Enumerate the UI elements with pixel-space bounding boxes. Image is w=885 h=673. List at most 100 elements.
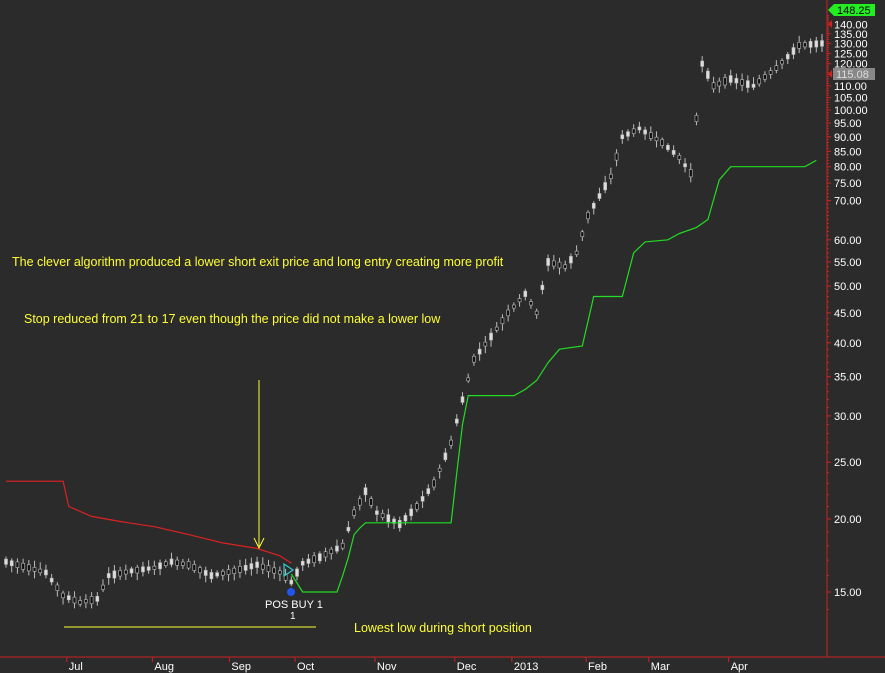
candle-body	[232, 567, 237, 574]
candle-body	[563, 264, 568, 269]
candle-body	[426, 488, 431, 494]
candle-body	[500, 317, 505, 325]
candle-body	[209, 572, 214, 580]
candle-body	[494, 326, 499, 331]
signal-count: 1	[290, 611, 296, 622]
y-tick-label: 135.00	[834, 29, 868, 41]
y-tick-label: 110.00	[834, 81, 867, 93]
candle-body	[158, 562, 162, 570]
stop-price-tag	[833, 68, 875, 80]
candle-body	[329, 548, 334, 555]
candle-body	[768, 70, 773, 75]
candle-body	[203, 570, 208, 576]
candle-body	[78, 600, 82, 605]
candle-body	[141, 566, 145, 573]
buy-signal-dot	[287, 588, 295, 596]
candle-body	[403, 515, 408, 522]
x-tick-label: Sep	[231, 661, 251, 673]
candle-body	[626, 131, 630, 137]
candle-body	[272, 567, 276, 574]
x-tick-label: Apr	[731, 661, 748, 673]
y-tick-label: 80.00	[834, 162, 862, 174]
candle-body	[49, 577, 54, 583]
annotation-arrow-head	[253, 537, 265, 550]
candle-body	[683, 163, 687, 168]
candle-body	[523, 290, 528, 297]
candle-body	[352, 509, 356, 516]
y-tick-label: 35.00	[834, 372, 862, 384]
candle-body	[386, 514, 391, 523]
candle-body	[609, 173, 613, 179]
candle-body	[614, 152, 619, 161]
candle-body	[569, 256, 573, 264]
candle-body	[477, 348, 482, 355]
candle-body	[631, 128, 636, 134]
candle-body	[226, 569, 231, 575]
candle-body	[238, 566, 242, 573]
y-tick-label: 120.00	[834, 59, 868, 71]
candle-body	[415, 503, 419, 510]
candle-body	[363, 487, 368, 496]
candle-body	[757, 78, 762, 85]
candle-body	[586, 212, 590, 220]
candle-body	[454, 418, 459, 424]
candle-body	[700, 60, 704, 67]
candle-body	[808, 41, 813, 48]
candle-body	[512, 304, 516, 309]
candle-body	[443, 452, 448, 460]
candles	[4, 33, 824, 609]
y-tick-label: 75.00	[834, 178, 862, 190]
candle-body	[112, 570, 117, 579]
candle-body	[557, 261, 562, 269]
y-tick-label: 50.00	[834, 281, 862, 293]
candle-body	[751, 83, 756, 88]
candle-body	[61, 592, 65, 599]
short-stop-line	[6, 480, 292, 564]
annotation-stop-reduced: Stop reduced from 21 to 17 even though t…	[24, 312, 441, 326]
candle-body	[118, 570, 122, 577]
y-tick-label: 90.00	[834, 132, 862, 144]
candle-body	[27, 564, 31, 572]
candle-body	[255, 561, 259, 568]
candle-body	[688, 169, 693, 178]
candle-body	[660, 139, 665, 146]
candle-body	[740, 79, 744, 86]
x-tick-label: Jul	[69, 661, 83, 673]
candle-body	[791, 47, 796, 55]
candle-body	[785, 54, 790, 60]
candle-body	[460, 396, 465, 403]
candle-body	[72, 596, 77, 604]
last-price-tag	[828, 4, 875, 16]
y-tick-label: 55.00	[834, 257, 862, 269]
candle-body	[323, 551, 328, 558]
y-tick-label: 100.00	[834, 105, 868, 117]
candle-body	[221, 571, 225, 576]
candle-body	[780, 60, 784, 65]
candle-body	[346, 527, 351, 532]
buy-signal-triangle	[283, 562, 295, 578]
y-tick-label: 25.00	[834, 457, 862, 469]
candle-body	[4, 558, 8, 565]
candle-body	[814, 40, 819, 48]
candle-body	[677, 154, 682, 160]
candle-body	[124, 569, 128, 575]
candle-body	[55, 584, 60, 591]
annotation-clever-algorithm: The clever algorithm produced a lower sh…	[12, 255, 504, 269]
candle-body	[289, 579, 294, 585]
candle-body	[620, 134, 625, 140]
candle-body	[717, 80, 722, 87]
candle-body	[517, 298, 522, 303]
candle-body	[152, 565, 157, 570]
candle-body	[32, 567, 37, 572]
x-tick-label: Aug	[154, 661, 174, 673]
candle-body	[106, 573, 111, 579]
candle-body	[746, 80, 750, 88]
candle-body	[192, 564, 197, 571]
x-tick-label: Mar	[651, 661, 670, 673]
candle-body	[38, 568, 43, 574]
candle-body	[820, 40, 824, 47]
candle-body	[483, 341, 488, 347]
candle-body	[312, 555, 316, 563]
candle-body	[295, 568, 299, 577]
